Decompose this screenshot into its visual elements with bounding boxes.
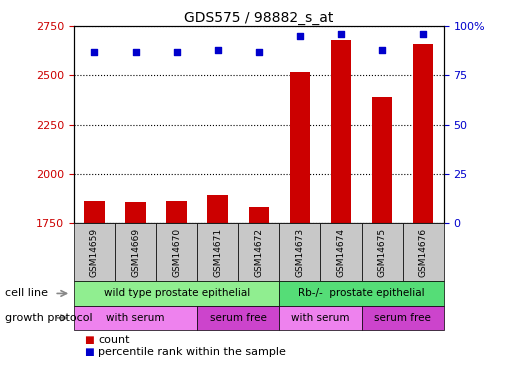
Point <box>213 47 221 53</box>
Point <box>172 49 180 55</box>
Bar <box>197 223 238 281</box>
Point <box>131 49 139 55</box>
Bar <box>197 306 279 330</box>
Bar <box>74 223 115 281</box>
Text: ■: ■ <box>84 335 94 345</box>
Bar <box>74 281 279 306</box>
Bar <box>74 306 197 330</box>
Bar <box>361 306 443 330</box>
Point <box>336 31 345 37</box>
Bar <box>361 223 402 281</box>
Bar <box>330 40 351 223</box>
Bar <box>412 44 433 223</box>
Text: GSM14669: GSM14669 <box>131 228 140 277</box>
Text: GSM14670: GSM14670 <box>172 228 181 277</box>
Text: cell line: cell line <box>5 288 48 298</box>
Text: serum free: serum free <box>374 313 430 323</box>
Text: ■: ■ <box>84 347 94 357</box>
Bar <box>125 202 146 223</box>
Bar <box>84 201 104 223</box>
Text: wild type prostate epithelial: wild type prostate epithelial <box>103 288 249 298</box>
Bar <box>207 195 228 223</box>
Text: growth protocol: growth protocol <box>5 313 93 323</box>
Bar <box>279 306 361 330</box>
Bar <box>279 281 443 306</box>
Bar <box>156 223 197 281</box>
Text: percentile rank within the sample: percentile rank within the sample <box>98 347 286 357</box>
Bar <box>166 201 187 223</box>
Bar <box>115 223 156 281</box>
Bar <box>402 223 443 281</box>
Text: Rb-/-  prostate epithelial: Rb-/- prostate epithelial <box>298 288 424 298</box>
Point <box>377 47 385 53</box>
Point <box>418 31 427 37</box>
Bar <box>289 72 309 223</box>
Bar <box>371 97 391 223</box>
Point <box>254 49 263 55</box>
Text: GSM14676: GSM14676 <box>418 228 427 277</box>
Text: GSM14672: GSM14672 <box>254 228 263 277</box>
Text: count: count <box>98 335 130 345</box>
Text: GSM14671: GSM14671 <box>213 228 222 277</box>
Text: GSM14674: GSM14674 <box>336 228 345 277</box>
Bar <box>248 207 269 223</box>
Text: with serum: with serum <box>291 313 349 323</box>
Bar <box>279 223 320 281</box>
Bar <box>320 223 361 281</box>
Text: with serum: with serum <box>106 313 164 323</box>
Text: serum free: serum free <box>209 313 266 323</box>
Title: GDS575 / 98882_s_at: GDS575 / 98882_s_at <box>184 11 333 25</box>
Point <box>295 33 303 39</box>
Text: GSM14659: GSM14659 <box>90 228 99 277</box>
Text: GSM14673: GSM14673 <box>295 228 304 277</box>
Point <box>90 49 98 55</box>
Bar <box>238 223 279 281</box>
Text: GSM14675: GSM14675 <box>377 228 386 277</box>
